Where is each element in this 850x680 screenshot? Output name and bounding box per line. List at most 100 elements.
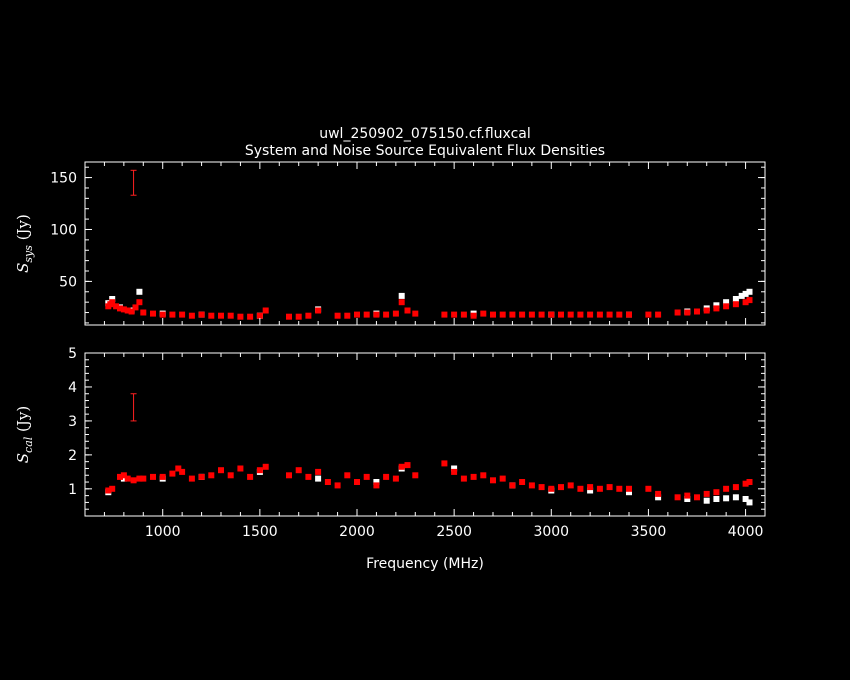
data-point-scal-s0 xyxy=(363,473,370,480)
data-point-ssys-s0 xyxy=(577,311,584,318)
data-point-ssys-s0 xyxy=(480,310,487,317)
data-point-scal-s0 xyxy=(150,473,156,480)
data-point-ssys-s1 xyxy=(723,299,730,306)
y-tick-label-ssys: 150 xyxy=(50,171,77,187)
data-point-ssys-s1 xyxy=(136,288,143,295)
x-tick-label: 1000 xyxy=(145,524,181,540)
data-point-ssys-s0 xyxy=(120,306,127,313)
data-point-scal-s0 xyxy=(159,473,166,480)
panel-frame-ssys xyxy=(84,161,766,326)
data-point-scal-s0 xyxy=(262,463,269,470)
data-point-scal-s0 xyxy=(470,473,477,480)
data-point-scal-s1 xyxy=(746,499,753,506)
data-point-ssys-s0 xyxy=(109,299,116,306)
data-point-scal-s0 xyxy=(305,473,312,480)
data-point-scal-s0 xyxy=(392,475,399,482)
data-point-ssys-s0 xyxy=(363,311,370,318)
data-point-scal-s0 xyxy=(324,479,331,485)
x-tick-label: 1500 xyxy=(242,524,278,540)
data-point-ssys-s0 xyxy=(247,313,254,320)
data-point-ssys-s0 xyxy=(616,311,623,318)
data-point-scal-s0 xyxy=(412,472,419,479)
data-point-scal-s0 xyxy=(344,472,351,479)
data-point-ssys-s0 xyxy=(441,311,448,318)
data-point-scal-s0 xyxy=(169,470,176,477)
data-point-scal-s1 xyxy=(315,475,322,482)
data-point-scal-s0 xyxy=(742,480,749,487)
data-point-ssys-s0 xyxy=(655,311,662,318)
data-point-ssys-s0 xyxy=(169,311,176,318)
data-point-scal-s0 xyxy=(256,467,263,474)
data-point-scal-s0 xyxy=(130,477,137,484)
y-axis-label-symbol: S xyxy=(14,263,32,273)
data-point-scal-s0 xyxy=(334,482,341,489)
data-point-scal-s1 xyxy=(723,495,730,502)
data-point-ssys-s0 xyxy=(596,311,603,318)
data-point-scal-s1 xyxy=(373,479,380,485)
data-point-scal-s0 xyxy=(198,473,205,480)
y-tick-label-scal: 3 xyxy=(68,414,77,430)
data-point-ssys-s1 xyxy=(742,290,749,297)
data-point-ssys-s0 xyxy=(198,311,205,318)
data-point-scal-s0 xyxy=(354,479,360,485)
data-point-ssys-s0 xyxy=(113,303,120,310)
data-point-ssys-s0 xyxy=(723,303,730,310)
data-point-ssys-s0 xyxy=(732,301,739,308)
data-point-scal-s0 xyxy=(626,485,632,492)
data-point-ssys-s0 xyxy=(404,307,411,314)
data-point-scal-s1 xyxy=(655,494,662,501)
data-point-scal-s0 xyxy=(120,472,127,479)
data-point-ssys-s0 xyxy=(674,309,681,316)
data-point-ssys-s0 xyxy=(305,312,312,319)
y-tick-label-scal: 5 xyxy=(68,346,77,362)
data-point-scal-s0 xyxy=(218,467,224,474)
data-point-ssys-s1 xyxy=(746,288,753,295)
data-point-scal-s0 xyxy=(528,482,535,489)
x-axis-label: Frequency (MHz) xyxy=(366,556,484,572)
data-point-scal-s0 xyxy=(295,467,302,474)
data-point-ssys-s0 xyxy=(509,311,516,318)
data-point-scal-s0 xyxy=(451,468,458,475)
data-point-ssys-s0 xyxy=(334,312,341,319)
data-point-scal-s0 xyxy=(674,494,681,501)
data-point-scal-s0 xyxy=(373,482,380,489)
data-point-ssys-s0 xyxy=(124,307,131,314)
data-point-scal-s0 xyxy=(558,484,564,491)
data-point-ssys-s0 xyxy=(344,312,351,319)
data-point-ssys-s1 xyxy=(738,292,745,299)
data-point-scal-s0 xyxy=(188,475,195,482)
data-point-scal-s0 xyxy=(732,484,739,491)
data-point-ssys-s0 xyxy=(373,311,380,318)
data-point-scal-s0 xyxy=(105,487,112,494)
data-point-ssys-s0 xyxy=(392,310,399,317)
data-point-scal-s0 xyxy=(519,479,526,485)
data-point-scal-s0 xyxy=(490,477,496,484)
data-point-scal-s0 xyxy=(140,475,147,482)
data-point-ssys-s0 xyxy=(132,304,139,311)
data-point-scal-s0 xyxy=(723,485,730,492)
data-point-scal-s0 xyxy=(117,473,123,480)
data-point-scal-s1 xyxy=(587,487,594,494)
data-point-scal-s0 xyxy=(247,473,254,480)
data-point-ssys-s0 xyxy=(528,311,535,318)
y-tick-label-scal: 4 xyxy=(68,380,77,396)
data-point-ssys-s0 xyxy=(136,299,143,306)
y-tick-label-ssys: 100 xyxy=(50,222,77,238)
data-point-ssys-s0 xyxy=(262,307,269,314)
data-point-scal-s0 xyxy=(606,484,613,491)
data-point-scal-s0 xyxy=(227,472,234,479)
data-point-ssys-s0 xyxy=(460,311,467,318)
data-point-ssys-s1 xyxy=(713,302,720,309)
x-tick-label: 2000 xyxy=(339,524,375,540)
data-point-scal-s0 xyxy=(645,485,652,492)
y-axis-label-unit: (Jy) xyxy=(14,406,32,437)
data-point-scal-s0 xyxy=(746,479,753,485)
data-point-scal-s0 xyxy=(548,485,555,492)
data-point-ssys-s0 xyxy=(256,312,263,319)
data-point-ssys-s1 xyxy=(109,296,116,302)
data-point-ssys-s0 xyxy=(354,311,360,318)
data-point-ssys-s0 xyxy=(713,305,720,312)
data-point-scal-s0 xyxy=(499,475,506,482)
data-point-ssys-s0 xyxy=(117,305,123,312)
